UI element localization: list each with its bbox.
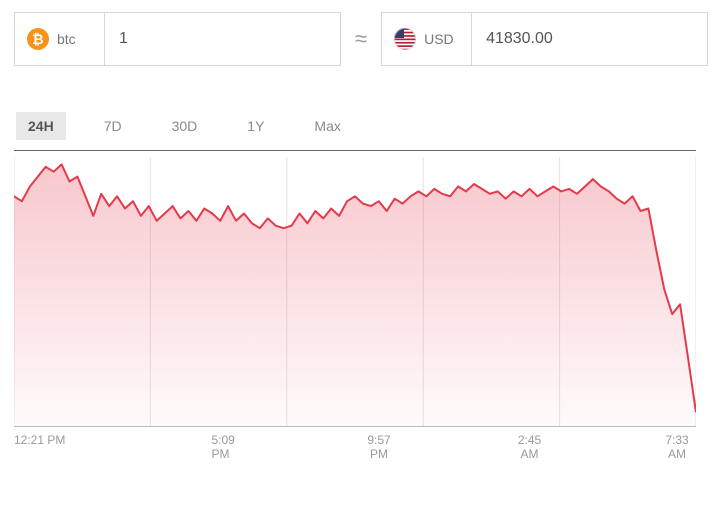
x-tick-label: 7:33 AM [612, 433, 692, 461]
from-currency-box: ₿ btc [14, 12, 341, 66]
chart-x-axis-labels: 12:21 PM 5:09 PM 9:57 PM 2:45 AM 7:33 AM [14, 433, 696, 461]
tab-7d[interactable]: 7D [92, 112, 134, 140]
from-currency-code: btc [57, 31, 76, 47]
tabs-divider [14, 150, 696, 151]
bitcoin-icon: ₿ [27, 28, 49, 50]
from-amount-input[interactable] [105, 13, 340, 65]
to-currency-code: USD [424, 31, 454, 47]
x-tick-label: 9:57 PM [313, 433, 393, 461]
x-tick-label: 2:45 AM [463, 433, 543, 461]
time-range-tabs: 24H 7D 30D 1Y Max [14, 112, 696, 140]
tab-1y[interactable]: 1Y [235, 112, 276, 140]
price-chart-svg [14, 157, 696, 427]
tab-24h[interactable]: 24H [16, 112, 66, 140]
to-currency-box: USD [381, 12, 708, 66]
to-amount-input[interactable] [472, 13, 707, 65]
from-currency-selector[interactable]: ₿ btc [15, 13, 105, 65]
us-flag-icon [394, 28, 416, 50]
price-chart[interactable] [14, 157, 696, 427]
currency-converter: ₿ btc ≈ USD [14, 12, 696, 66]
x-tick-label: 12:21 PM [14, 433, 94, 461]
x-tick-label: 5:09 PM [164, 433, 244, 461]
tab-30d[interactable]: 30D [160, 112, 210, 140]
approx-symbol: ≈ [353, 26, 369, 52]
to-currency-selector[interactable]: USD [382, 13, 472, 65]
tab-max[interactable]: Max [302, 112, 352, 140]
